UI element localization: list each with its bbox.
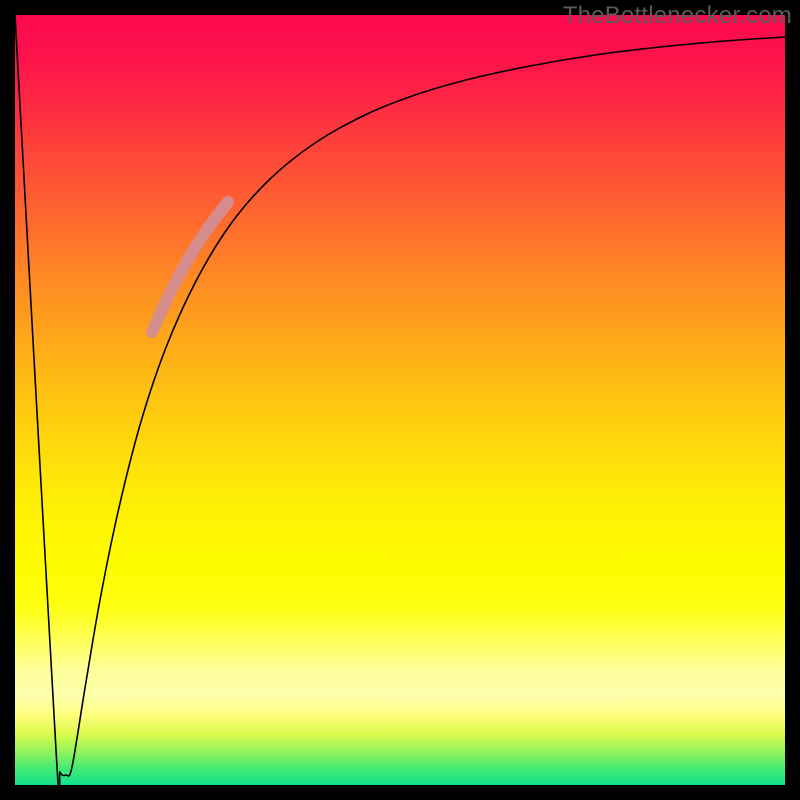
chart-container: TheBottlenecker.com: [0, 0, 800, 800]
chart-background: [15, 15, 785, 785]
chart-svg: [0, 0, 800, 800]
